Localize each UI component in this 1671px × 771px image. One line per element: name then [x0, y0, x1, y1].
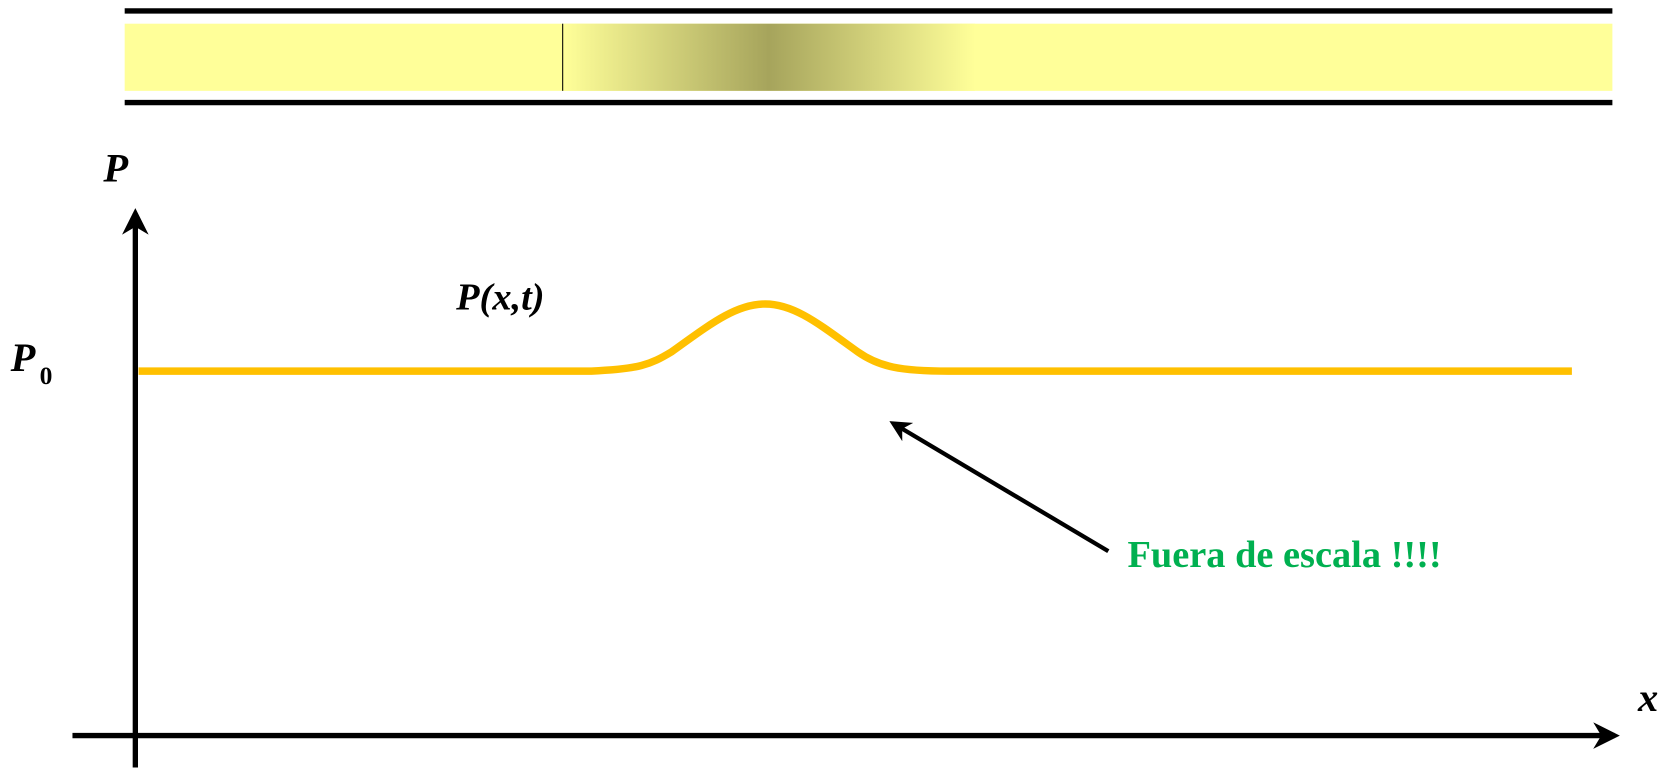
annotation-arrow — [893, 423, 1108, 551]
x-axis-label: x — [1637, 675, 1658, 720]
pressure-curve — [139, 304, 1572, 371]
tube — [125, 11, 1613, 103]
y-axis-label: P — [102, 145, 128, 190]
annotation: Fuera de escala !!!! — [1127, 534, 1441, 576]
reference-level-main: P — [10, 335, 36, 380]
diagram: P x P(x,t) P0 Fuera de escala !!!! — [0, 0, 1671, 771]
pressure-pulse — [563, 24, 975, 91]
curve-label: P(x,t) — [455, 276, 544, 318]
reference-level-subscript: 0 — [40, 361, 53, 390]
